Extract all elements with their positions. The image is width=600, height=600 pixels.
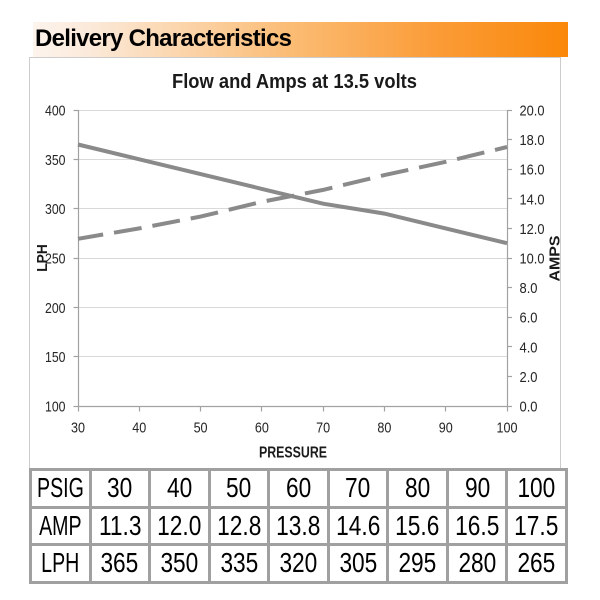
svg-text:AMPS: AMPS: [547, 236, 564, 282]
svg-text:16.0: 16.0: [520, 162, 545, 179]
svg-text:300: 300: [45, 201, 66, 218]
svg-text:100: 100: [497, 420, 518, 437]
svg-text:70: 70: [316, 420, 330, 437]
svg-text:4.0: 4.0: [520, 339, 538, 356]
svg-text:Flow and Amps at 13.5 volts: Flow and Amps at 13.5 volts: [172, 71, 417, 93]
svg-text:50: 50: [194, 420, 208, 437]
svg-text:150: 150: [45, 349, 66, 366]
svg-text:60: 60: [255, 420, 269, 437]
svg-text:12.0: 12.0: [520, 221, 545, 238]
svg-text:6.0: 6.0: [520, 310, 538, 327]
svg-text:LPH: LPH: [34, 244, 51, 272]
svg-text:200: 200: [45, 300, 66, 317]
svg-text:400: 400: [45, 103, 66, 120]
svg-text:20.0: 20.0: [520, 103, 545, 120]
svg-text:80: 80: [377, 420, 391, 437]
svg-text:14.0: 14.0: [520, 191, 545, 208]
svg-text:40: 40: [132, 420, 146, 437]
svg-text:250: 250: [45, 251, 66, 268]
svg-text:0.0: 0.0: [520, 399, 538, 416]
svg-text:90: 90: [439, 420, 453, 437]
svg-text:100: 100: [45, 399, 66, 416]
svg-text:PRESSURE: PRESSURE: [259, 445, 327, 462]
svg-text:350: 350: [45, 152, 66, 169]
svg-text:18.0: 18.0: [520, 132, 545, 149]
svg-text:10.0: 10.0: [520, 251, 545, 268]
svg-text:30: 30: [71, 420, 85, 437]
svg-text:8.0: 8.0: [520, 280, 538, 297]
svg-text:2.0: 2.0: [520, 369, 538, 386]
